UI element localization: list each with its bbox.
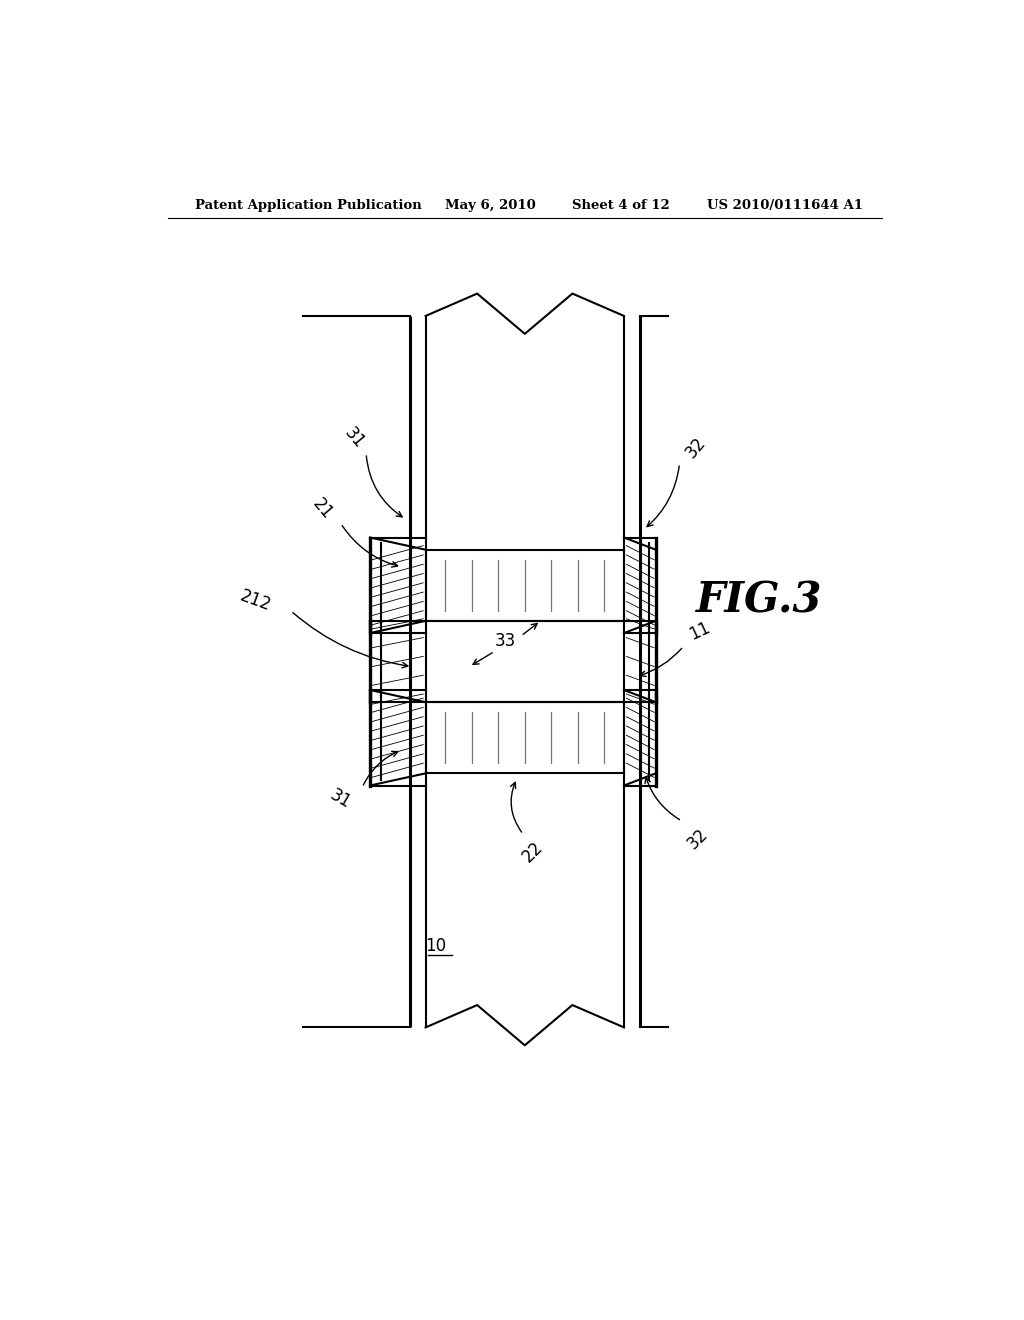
Text: 31: 31	[340, 424, 368, 451]
Text: Patent Application Publication: Patent Application Publication	[196, 199, 422, 213]
Text: 32: 32	[684, 825, 712, 853]
Text: 21: 21	[308, 495, 336, 523]
Text: Sheet 4 of 12: Sheet 4 of 12	[572, 199, 670, 213]
Text: 212: 212	[237, 586, 273, 614]
Text: 11: 11	[686, 618, 713, 644]
Text: 32: 32	[682, 434, 710, 462]
Text: 22: 22	[519, 838, 547, 866]
Text: 33: 33	[495, 632, 516, 651]
Text: 31: 31	[327, 785, 354, 812]
Text: 10: 10	[425, 937, 446, 956]
Text: FIG.3: FIG.3	[695, 579, 822, 622]
Text: May 6, 2010: May 6, 2010	[445, 199, 537, 213]
Text: US 2010/0111644 A1: US 2010/0111644 A1	[708, 199, 863, 213]
